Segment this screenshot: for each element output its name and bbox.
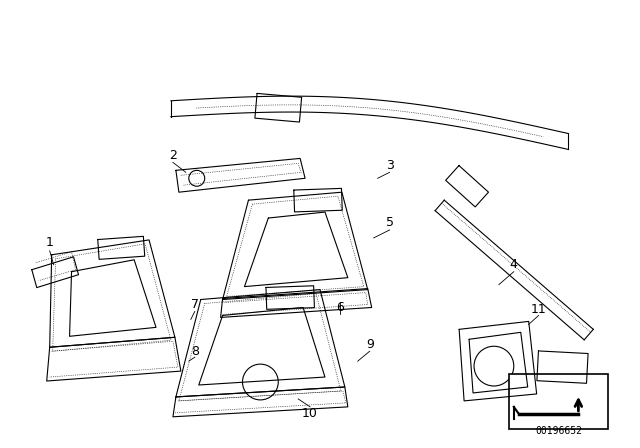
Text: 00196652: 00196652 — [535, 426, 582, 436]
Text: 2: 2 — [169, 149, 177, 162]
FancyBboxPatch shape — [509, 374, 608, 429]
Text: 7: 7 — [191, 298, 199, 311]
Text: 10: 10 — [302, 407, 318, 420]
Text: 9: 9 — [365, 338, 374, 351]
Text: 8: 8 — [191, 345, 199, 358]
Text: 3: 3 — [386, 159, 394, 172]
Text: 1: 1 — [45, 237, 54, 250]
Text: 11: 11 — [531, 303, 547, 316]
Text: 4: 4 — [510, 258, 518, 271]
Text: 5: 5 — [385, 215, 394, 228]
Text: 6: 6 — [336, 301, 344, 314]
